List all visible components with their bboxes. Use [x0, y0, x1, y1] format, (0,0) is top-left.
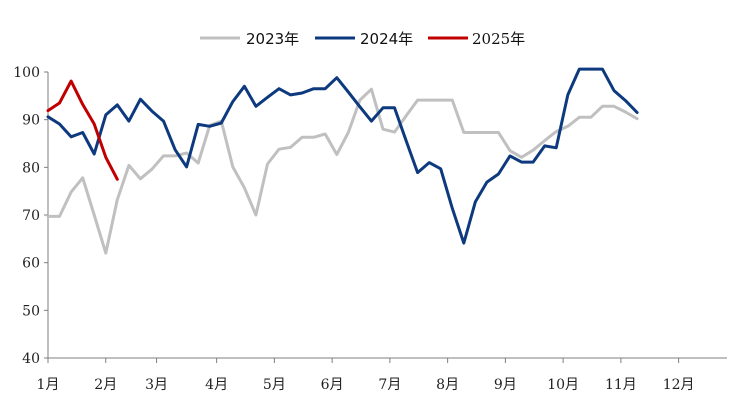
axes: 40 50 60 70 80 90 100 1月 2月 3月 4月 5月 6月 7月 8月 9月 10月 11月 1…	[13, 65, 727, 393]
series-line-3	[46, 79, 119, 181]
x-tick-label: 10月	[547, 377, 579, 393]
series-line-2	[46, 67, 639, 245]
y-tick-label: 50	[22, 303, 40, 319]
y-tick-label: 90	[22, 113, 40, 129]
legend-label: 2024年	[360, 30, 413, 48]
y-tick-label: 40	[22, 351, 40, 367]
x-tick-label: 3月	[145, 377, 168, 393]
series-line-1	[46, 87, 639, 255]
x-tick-label: 6月	[321, 377, 344, 393]
y-tick-label: 80	[22, 160, 40, 176]
y-tick-label: 70	[22, 208, 40, 224]
x-tick-label: 12月	[663, 377, 695, 393]
x-tick-label: 9月	[494, 377, 517, 393]
x-tick-label: 1月	[37, 377, 60, 393]
x-tick-label: 8月	[436, 377, 459, 393]
legend: 2023年 2024年 2025年	[200, 30, 525, 48]
x-tick-label: 2月	[94, 377, 117, 393]
legend-label: 2023年	[246, 30, 299, 48]
x-tick-label: 4月	[205, 377, 228, 393]
legend-label: 2025年	[472, 30, 525, 48]
x-tick-label: 7月	[378, 377, 401, 393]
series-lines	[46, 67, 639, 255]
y-tick-label: 60	[22, 256, 40, 272]
x-tick-label: 5月	[263, 377, 286, 393]
y-tick-label: 100	[13, 65, 40, 81]
x-tick-label: 11月	[605, 377, 637, 393]
